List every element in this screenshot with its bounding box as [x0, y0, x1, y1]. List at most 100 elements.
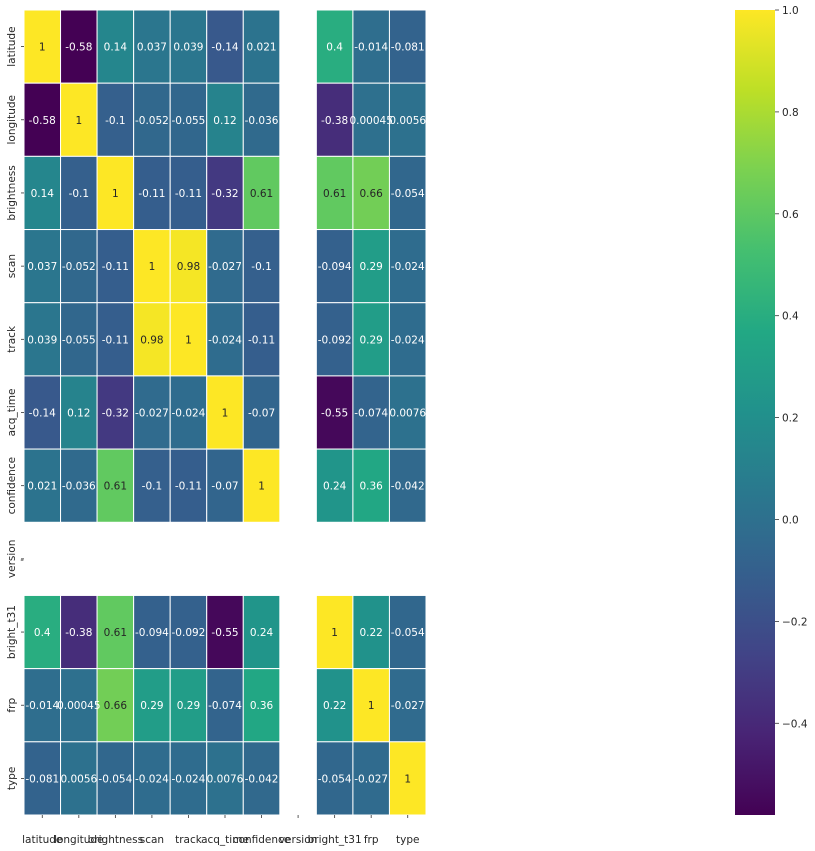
heatmap-cell-label: -0.024 [391, 261, 425, 273]
colorbar-tick-label: 0.0 [782, 514, 799, 526]
heatmap-cell-label: -0.036 [245, 115, 279, 127]
heatmap-cell [60, 668, 98, 743]
heatmap-cell [60, 82, 98, 157]
heatmap-cell-label: 0.29 [359, 334, 382, 346]
colorbar-tick-label: 0.8 [782, 107, 799, 119]
y-axis-tick-label: bright_t31 [6, 605, 18, 659]
colorbar-ticks: 1.0 0.8 0.6 0.4 0.2 0.0 −0.2 −0.4 [775, 5, 808, 730]
heatmap-cell [388, 9, 427, 84]
heatmap-cell [96, 668, 135, 743]
heatmap-cell [23, 155, 62, 231]
heatmap-cell [352, 375, 390, 450]
heatmap-cell-label: 0.24 [323, 481, 347, 493]
heatmap-cell-label: 1 [149, 261, 156, 273]
heatmap-cell [242, 448, 281, 523]
heatmap-cell-label: -0.58 [29, 115, 56, 127]
x-axis-tick-label: type [396, 834, 419, 846]
heatmap-cell-label: -0.55 [321, 408, 348, 420]
heatmap-cell-label: 0.14 [31, 188, 55, 200]
heatmap-cell-label: 0.24 [250, 627, 274, 639]
heatmap-cell [23, 9, 62, 84]
heatmap-cell [315, 668, 354, 743]
heatmap-cell-label: 1 [331, 627, 338, 639]
heatmap-cell [242, 155, 281, 231]
x-axis-tick-label: bright_t31 [308, 834, 362, 846]
heatmap-cell-label: 0.29 [177, 700, 200, 712]
missing-row-marker: - [20, 555, 24, 566]
heatmap-cell-label: -0.074 [208, 700, 242, 712]
heatmap-cell [388, 668, 427, 743]
heatmap-cell-label: -0.1 [105, 115, 126, 127]
heatmap-cell [315, 302, 354, 377]
heatmap-cell [96, 9, 135, 84]
heatmap-cell [242, 302, 281, 377]
heatmap-cell [315, 741, 354, 816]
heatmap-cell-label: 0.0056 [389, 115, 426, 127]
heatmap-cell-label: 0.00045 [349, 115, 392, 127]
y-axis-tick-label: latitude [6, 26, 18, 66]
heatmap-cell-label: 0.14 [104, 42, 128, 54]
heatmap-cell [206, 741, 244, 816]
heatmap-cell-label: -0.024 [391, 334, 425, 346]
heatmap-cell-label: 0.29 [140, 700, 163, 712]
heatmap-cell-label: -0.014 [354, 42, 388, 54]
y-axis-tick-label: scan [6, 254, 18, 278]
heatmap-cell-label: 0.98 [140, 334, 163, 346]
heatmap-cell [206, 9, 244, 84]
heatmap-cell-label: -0.11 [248, 334, 275, 346]
heatmap-cell-label: -0.094 [135, 627, 169, 639]
x-axis-tick-label: brightness [88, 834, 143, 846]
heatmap-cell-label: 0.61 [323, 188, 346, 200]
heatmap-cell-label: -0.38 [321, 115, 348, 127]
y-axis-tick-label: acq_time [6, 389, 18, 437]
y-axis-tick-label: type [6, 767, 18, 790]
heatmap-cell-label: -0.054 [391, 627, 425, 639]
heatmap-cell-label: -0.024 [172, 408, 206, 420]
heatmap-cell-label: 0.4 [326, 42, 343, 54]
heatmap-cell [60, 594, 98, 670]
heatmap-cell-label: -0.024 [208, 334, 242, 346]
heatmap-cell [352, 668, 390, 743]
heatmap-cell-label: 0.0076 [207, 773, 244, 785]
x-axis-tick-label: latitude [22, 834, 62, 846]
heatmap-cell-label: 0.021 [27, 481, 57, 493]
y-axis-tick-label: frp [6, 698, 18, 713]
x-axis-tick-label: scan [140, 834, 164, 846]
heatmap-cell-label: -0.042 [245, 773, 279, 785]
heatmap-cell [206, 82, 244, 157]
heatmap-cell-label: 0.037 [137, 42, 167, 54]
heatmap-cell [206, 375, 244, 450]
heatmap-cell-label: 1 [404, 773, 411, 785]
heatmap-cell-label: -0.32 [211, 188, 238, 200]
heatmap-cell [388, 741, 427, 816]
heatmap-cell [352, 302, 390, 377]
x-axis-tick-label: confidence [233, 834, 290, 846]
x-axis-tick-label: track [175, 834, 203, 846]
heatmap-cell-label: -0.027 [208, 261, 242, 273]
heatmap-cell [388, 302, 427, 377]
heatmap-cell [133, 82, 171, 157]
heatmap-cell-label: 0.66 [359, 188, 383, 200]
heatmap-cell-label: -0.07 [211, 481, 238, 493]
heatmap-cell-label: 0.36 [359, 481, 383, 493]
heatmap-cell-label: 1 [258, 481, 265, 493]
heatmap-cell-label: -0.55 [211, 627, 238, 639]
heatmap-cell-label: -0.1 [142, 481, 163, 493]
heatmap-cell [96, 155, 135, 231]
y-axis-tick-label: version [6, 540, 18, 578]
heatmap-cell [96, 375, 135, 450]
heatmap-cell [206, 302, 244, 377]
heatmap-cell-label: 1 [39, 42, 46, 54]
heatmap-cell-label: -0.58 [65, 42, 92, 54]
x-axis-tick-label: frp [364, 834, 379, 846]
heatmap-cell [60, 9, 98, 84]
heatmap-cell-label: -0.11 [175, 188, 202, 200]
heatmap-cell-label: 0.66 [104, 700, 128, 712]
heatmap-cell-label: -0.024 [135, 773, 169, 785]
heatmap-cell-label: -0.11 [138, 188, 165, 200]
y-axis-tick-label: brightness [6, 165, 18, 220]
heatmap-cell [60, 448, 98, 523]
heatmap-cell [133, 594, 171, 670]
heatmap-cell [352, 155, 390, 231]
heatmap-cell-labels: 1 -0.58 0.14 0.037 0.039 -0.14 0.021 0.4 -0.014-… [25, 42, 426, 786]
